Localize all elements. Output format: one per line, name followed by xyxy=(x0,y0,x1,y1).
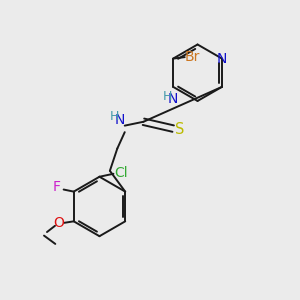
Text: S: S xyxy=(175,122,184,137)
Text: Br: Br xyxy=(185,50,200,64)
Text: N: N xyxy=(217,52,227,66)
Text: H: H xyxy=(109,110,119,123)
Text: Cl: Cl xyxy=(114,166,128,180)
Text: N: N xyxy=(114,113,124,127)
Text: O: O xyxy=(53,216,64,230)
Text: N: N xyxy=(168,92,178,106)
Text: F: F xyxy=(53,180,61,194)
Text: H: H xyxy=(163,90,172,103)
